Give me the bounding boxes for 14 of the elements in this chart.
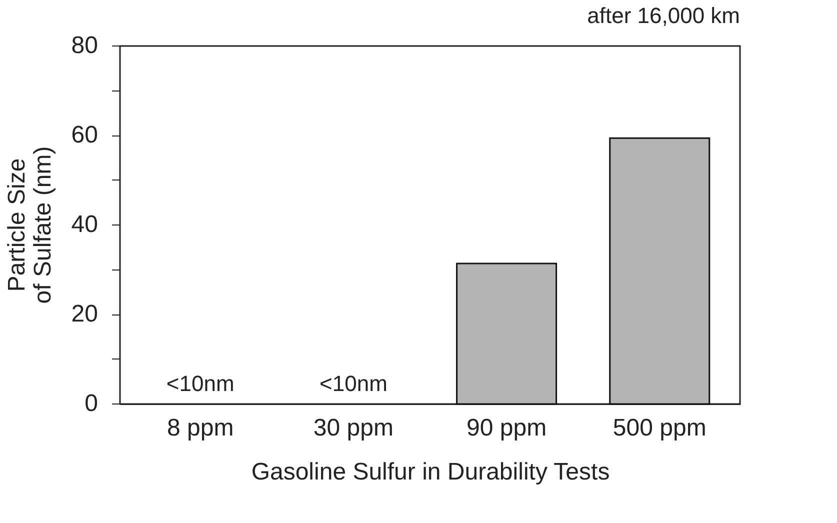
annotation: <10nm — [320, 371, 388, 396]
chart-title: after 16,000 km — [587, 3, 740, 28]
x-tick-label: 90 ppm — [466, 414, 547, 442]
y-axis-title: Particle Size of Sulfate (nm) — [3, 146, 56, 304]
x-tick-label: 500 ppm — [612, 414, 706, 442]
x-tick-label: 8 ppm — [167, 414, 234, 442]
annotation: <10nm — [166, 371, 234, 396]
y-tick-label: 0 — [84, 390, 98, 417]
x-tick-label: 30 ppm — [313, 414, 394, 442]
y-tick-label: 20 — [71, 300, 98, 328]
y-tick-label: 40 — [71, 211, 98, 238]
y-tick-label: 60 — [71, 122, 98, 148]
y-tick-label: 80 — [71, 32, 98, 59]
x-axis-title: Gasoline Sulfur in Durability Tests — [251, 458, 610, 486]
